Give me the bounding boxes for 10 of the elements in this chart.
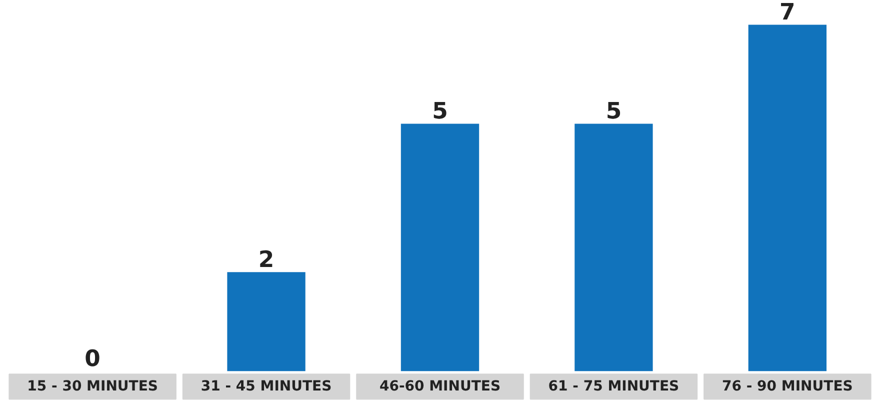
data-label: 2: [258, 246, 274, 273]
data-label: 7: [780, 0, 796, 26]
x-tick-label: 76 - 90 MINUTES: [722, 378, 853, 395]
x-tick-label: 46-60 MINUTES: [379, 378, 501, 395]
x-tick-label: 31 - 45 MINUTES: [200, 378, 332, 395]
x-tick-label: 15 - 30 MINUTES: [27, 378, 158, 395]
x-tick-label: 61 - 75 MINUTES: [548, 378, 680, 395]
data-label: 5: [606, 98, 622, 124]
data-label: 0: [84, 346, 100, 372]
data-label: 5: [432, 98, 448, 124]
